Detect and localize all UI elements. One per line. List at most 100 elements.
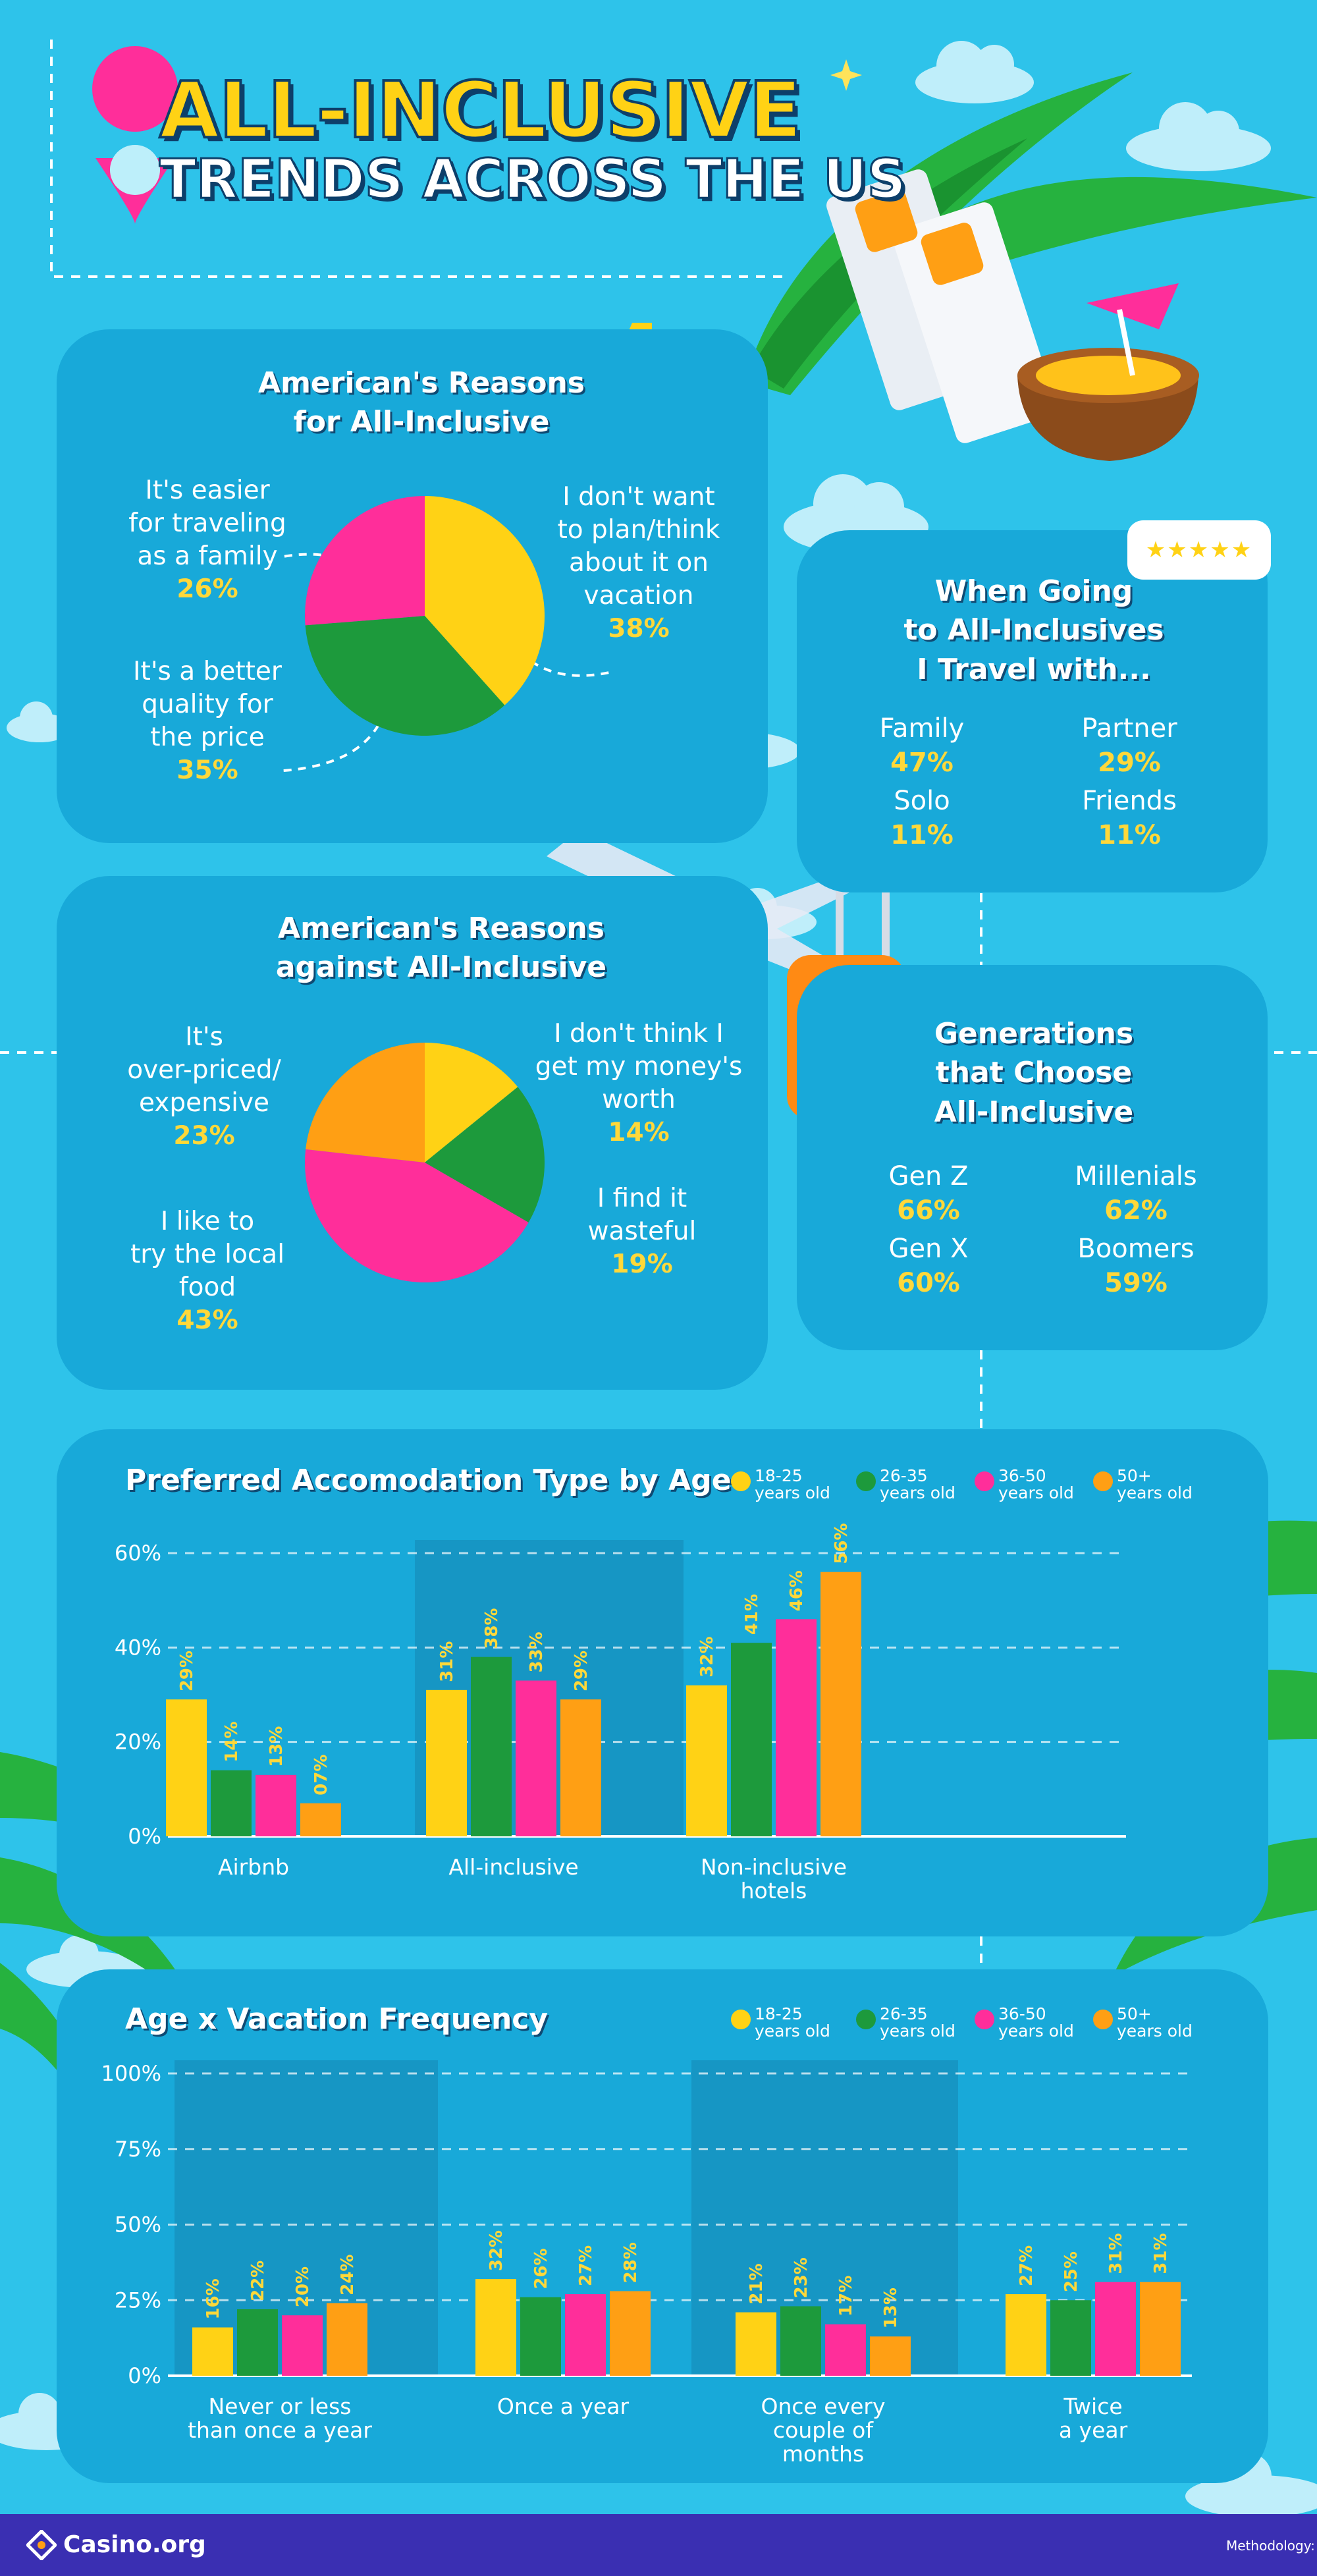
travel-stat-label: Family [879, 713, 965, 744]
brand-name[interactable]: Casino.org [63, 2531, 206, 2558]
bar [731, 1643, 772, 1836]
y-tick-label: 20% [115, 1730, 161, 1755]
pie-against-value-1: 14% [608, 1117, 670, 1147]
pie-against-label-1-line: get my money's [535, 1051, 743, 1082]
pie-for-label-3-line: as a family [137, 541, 278, 571]
pie-against-slice [425, 1043, 518, 1163]
pie-against-label-2: I find it wasteful 19% [563, 1182, 721, 1281]
legend-label: 18-25 years old [755, 1467, 830, 1502]
bar-value-label: 31% [1151, 2233, 1171, 2274]
generations-title: Generations that Choose All-Inclusive [849, 1014, 1218, 1132]
bar [300, 1803, 341, 1836]
category-label: Non-inclusive [701, 1854, 847, 1880]
travel-stat-family: Family 47% [823, 711, 1021, 780]
pie-against-value-4: 23% [173, 1120, 235, 1151]
pie-against-value-3: 43% [176, 1305, 238, 1335]
legend-label: 36-50 years old [998, 2005, 1074, 2041]
travel-stat-partner: Partner 29% [1031, 711, 1228, 780]
pie-against-label-3-line: food [178, 1272, 236, 1302]
pie-for-value-1: 38% [608, 613, 670, 644]
pie-against-label-4-line: over-priced/ [127, 1055, 281, 1085]
bar-value-label: 20% [293, 2266, 313, 2307]
pie-for-label-3: It's easier for traveling as a family 26… [109, 474, 306, 606]
legend-swatch [1093, 2010, 1113, 2029]
methodology-link[interactable]: Methodology: [1226, 2538, 1315, 2554]
bar [327, 2303, 367, 2376]
bar [825, 2324, 866, 2376]
gen-stat-label: Gen X [888, 1234, 969, 1264]
legend-age: 18-25 [755, 1466, 803, 1485]
reasons-against-title-line1: American's Reasons [278, 912, 605, 945]
category-label: Once every [761, 2394, 885, 2419]
bar [475, 2279, 516, 2376]
accommodation-chart-title: Preferred Accomodation Type by Age [125, 1464, 732, 1497]
star-rating-icon: ★★★★★ [1145, 537, 1253, 563]
pie-against-label-4-line: It's [185, 1022, 223, 1052]
category-label: hotels [741, 1878, 807, 1904]
pie-for-label-2-line: the price [150, 722, 265, 752]
category-label: All-inclusive [448, 1854, 578, 1880]
legend-unit: years old [880, 1483, 955, 1503]
bar [560, 1699, 601, 1836]
pie-against-label-1-line: I don't think I [554, 1019, 724, 1049]
pie-against-slice [306, 1043, 425, 1163]
frequency-chart-title: Age x Vacation Frequency [125, 2002, 549, 2036]
bar-value-label: 32% [487, 2230, 506, 2271]
bar-value-label: 26% [531, 2248, 551, 2289]
category-label: Once a year [497, 2394, 630, 2419]
legend-label: 26-35 years old [880, 1467, 955, 1502]
legend-swatch [975, 2010, 994, 2029]
pie-for-slice [305, 496, 425, 626]
bar-value-label: 13% [267, 1726, 286, 1767]
bar [1050, 2300, 1091, 2376]
legend-label: 50+ years old [1117, 2005, 1193, 2041]
rating-bubble: ★★★★★ [1127, 520, 1271, 580]
travel-with-title-line: When Going [934, 574, 1133, 608]
pie-against-label-2-line: I find it [597, 1184, 687, 1213]
bar [166, 1699, 207, 1836]
travel-stat-value: 11% [1098, 820, 1161, 850]
pie-for-label-1-line: vacation [583, 580, 694, 611]
pie-against-value-2: 19% [611, 1249, 673, 1279]
bar-value-label: 33% [527, 1631, 547, 1672]
y-tick-label: 50% [115, 2212, 161, 2237]
bar [211, 1770, 252, 1836]
pie-against-label-4: It's over-priced/ expensive 23% [105, 1021, 303, 1153]
y-tick-label: 100% [101, 2061, 161, 2086]
gen-stat-value: 62% [1104, 1195, 1168, 1226]
y-tick-label: 0% [128, 1824, 161, 1849]
travel-stat-label: Solo [894, 786, 950, 816]
generations-title-line: that Choose [935, 1056, 1133, 1090]
bar-value-label: 16% [203, 2278, 223, 2319]
category-label: a year [1059, 2417, 1128, 2443]
y-tick-label: 40% [115, 1635, 161, 1660]
pie-for-slice [305, 616, 505, 736]
category-label: than once a year [188, 2417, 372, 2443]
bar [1140, 2282, 1181, 2376]
bar-value-label: 24% [338, 2255, 358, 2295]
legend-unit: years old [1117, 1483, 1193, 1503]
pie-for-label-1-line: I don't want [562, 482, 715, 512]
bar-value-label: 07% [311, 1755, 331, 1795]
bar [1095, 2282, 1136, 2376]
pie-for-label-2-line: quality for [142, 689, 273, 719]
bar-value-label: 21% [747, 2263, 766, 2304]
bar-value-label: 38% [482, 1608, 502, 1649]
legend-age: 26-35 [880, 2004, 928, 2023]
reasons-for-title-line1: American's Reasons [258, 366, 585, 400]
bar [736, 2312, 776, 2376]
travel-stat-value: 11% [890, 820, 954, 850]
category-label: months [782, 2441, 864, 2467]
generations-title-line: All-Inclusive [934, 1095, 1134, 1129]
gen-stat-value: 60% [897, 1268, 960, 1298]
pie-for-label-1: I don't want to plan/think about it on v… [540, 481, 738, 645]
gen-stat-label: Boomers [1077, 1234, 1195, 1264]
pie-for-label-1-line: to plan/think [557, 514, 720, 545]
pie-against-label-1-line: worth [602, 1084, 676, 1114]
highlight-band [691, 2060, 958, 2376]
y-tick-label: 60% [115, 1541, 161, 1566]
bar-value-label: 32% [697, 1636, 717, 1677]
bar-value-label: 29% [177, 1651, 197, 1691]
bar [686, 1685, 727, 1836]
y-tick-label: 25% [115, 2288, 161, 2313]
